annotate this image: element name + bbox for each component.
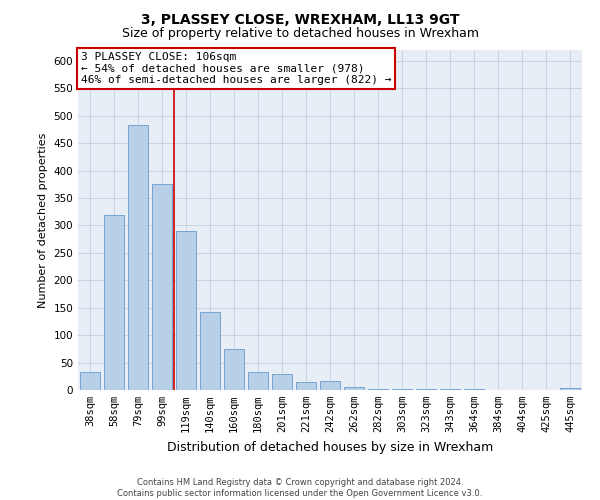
Bar [80,372,100,390]
Bar [224,349,244,390]
X-axis label: Distribution of detached houses by size in Wrexham: Distribution of detached houses by size … [167,440,493,454]
Bar [320,381,340,390]
Bar [152,184,172,390]
Bar [344,386,364,390]
Bar [560,388,580,390]
Bar [296,382,316,390]
Bar [104,214,124,390]
Bar [272,374,292,390]
Text: 3 PLASSEY CLOSE: 106sqm
← 54% of detached houses are smaller (978)
46% of semi-d: 3 PLASSEY CLOSE: 106sqm ← 54% of detache… [80,52,391,85]
Bar [176,231,196,390]
Text: Contains HM Land Registry data © Crown copyright and database right 2024.
Contai: Contains HM Land Registry data © Crown c… [118,478,482,498]
Bar [248,372,268,390]
Y-axis label: Number of detached properties: Number of detached properties [38,132,48,308]
Bar [200,312,220,390]
Text: 3, PLASSEY CLOSE, WREXHAM, LL13 9GT: 3, PLASSEY CLOSE, WREXHAM, LL13 9GT [141,12,459,26]
Bar [128,125,148,390]
Text: Size of property relative to detached houses in Wrexham: Size of property relative to detached ho… [121,28,479,40]
